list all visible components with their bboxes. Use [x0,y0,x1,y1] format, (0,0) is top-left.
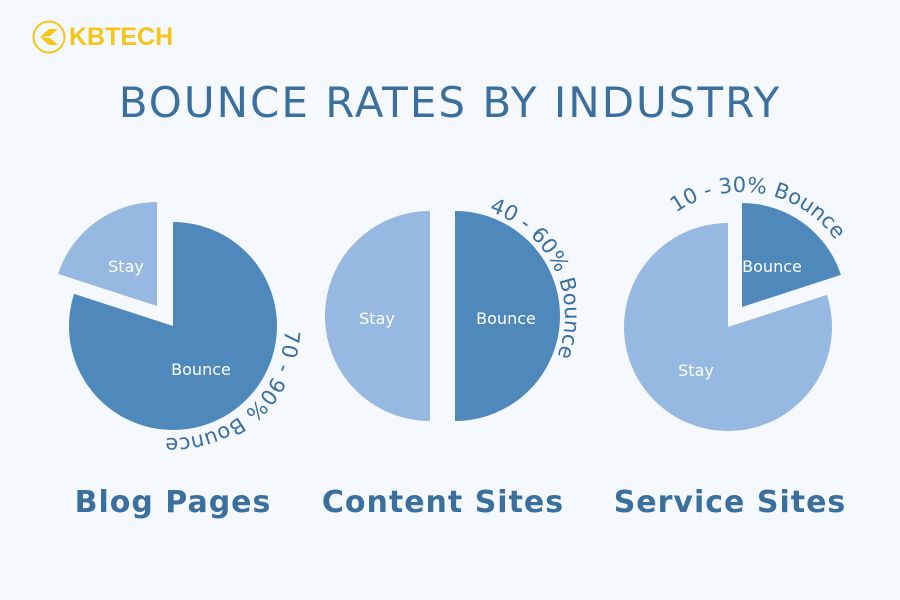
chart-title-blog: Blog Pages [74,485,272,520]
chart-title-content: Content Sites [321,485,565,520]
chart-title-service: Service Sites [613,485,847,520]
slice-bounce [742,203,841,307]
slice-stay [325,211,430,421]
slice-stay [58,202,158,306]
page-title: BOUNCE RATES BY INDUSTRY [118,78,782,127]
slice-label-stay: Stay [108,257,144,276]
slice-stay [623,223,832,431]
slice-label-bounce: Bounce [476,309,536,328]
slice-label-stay: Stay [678,361,714,380]
logo-text: KBTECH [69,22,174,51]
logo: KBTECH [32,20,173,54]
slice-bounce [69,222,278,430]
slice-bounce [455,211,560,421]
slice-label-stay: Stay [359,309,395,328]
slice-label-bounce: Bounce [742,257,802,276]
logo-icon [32,20,66,54]
slice-label-bounce: Bounce [171,360,231,379]
